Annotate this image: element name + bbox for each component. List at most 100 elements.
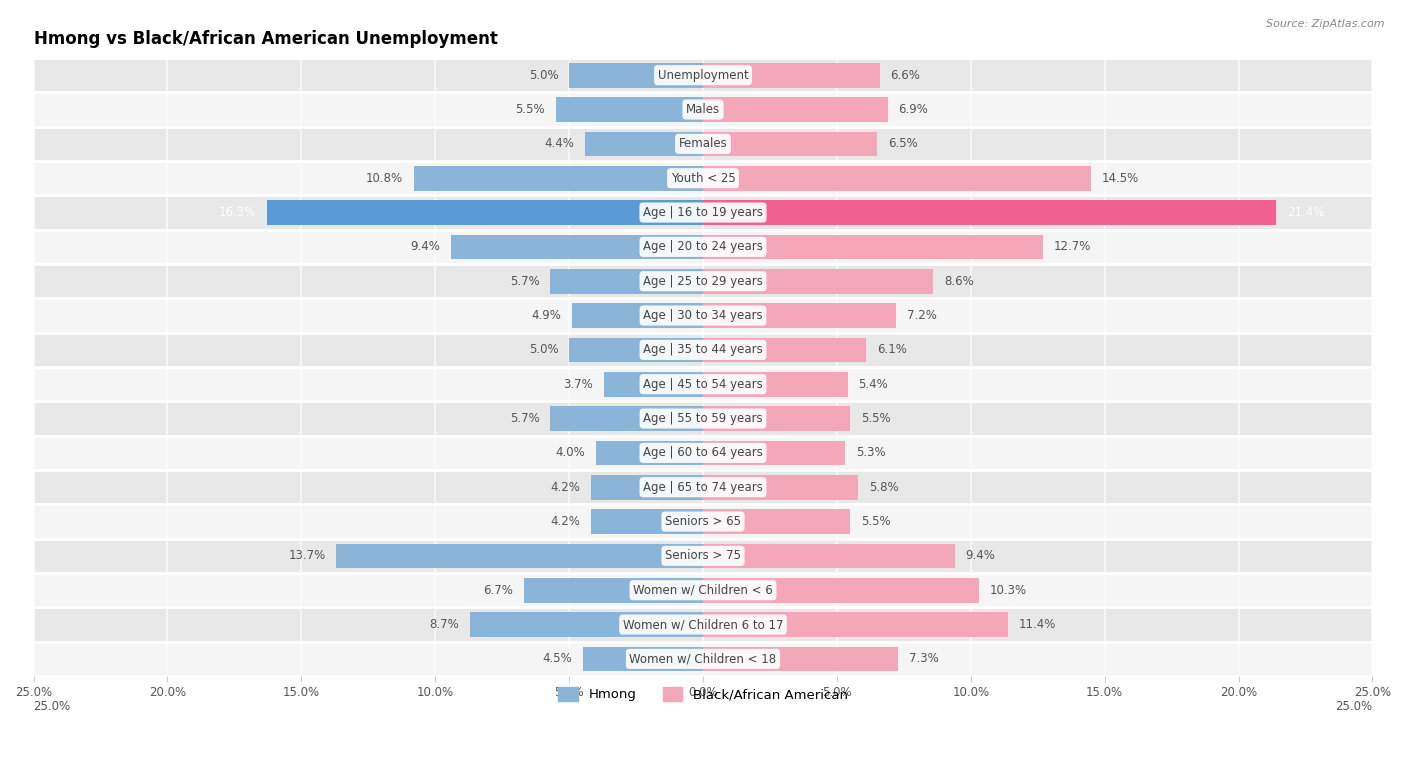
Bar [585, 132, 703, 156]
Text: 14.5%: 14.5% [1102, 172, 1139, 185]
Bar [703, 166, 1091, 191]
Bar [451, 235, 703, 259]
Bar [34, 367, 1372, 401]
Bar [34, 573, 1372, 607]
Bar [703, 612, 1008, 637]
Text: 9.4%: 9.4% [966, 550, 995, 562]
Text: 4.5%: 4.5% [543, 653, 572, 665]
Bar [470, 612, 703, 637]
Text: Age | 45 to 54 years: Age | 45 to 54 years [643, 378, 763, 391]
Text: Source: ZipAtlas.com: Source: ZipAtlas.com [1267, 19, 1385, 29]
Text: 25.0%: 25.0% [34, 700, 70, 713]
Bar [550, 407, 703, 431]
Bar [550, 269, 703, 294]
Text: 9.4%: 9.4% [411, 241, 440, 254]
Bar [34, 92, 1372, 126]
Text: 5.5%: 5.5% [860, 515, 890, 528]
Text: 8.7%: 8.7% [430, 618, 460, 631]
Bar [703, 132, 877, 156]
Bar [34, 470, 1372, 504]
Bar [703, 509, 851, 534]
Bar [703, 303, 896, 328]
Bar [703, 646, 898, 671]
Text: Women w/ Children < 6: Women w/ Children < 6 [633, 584, 773, 597]
Bar [703, 578, 979, 603]
Bar [34, 195, 1372, 229]
Text: Age | 35 to 44 years: Age | 35 to 44 years [643, 344, 763, 357]
Bar [34, 126, 1372, 161]
Bar [34, 401, 1372, 436]
Bar [34, 436, 1372, 470]
Bar [703, 269, 934, 294]
Text: 5.5%: 5.5% [860, 412, 890, 425]
Text: 16.3%: 16.3% [218, 206, 256, 219]
Bar [34, 607, 1372, 642]
Text: 13.7%: 13.7% [288, 550, 325, 562]
Text: 8.6%: 8.6% [943, 275, 974, 288]
Bar [34, 539, 1372, 573]
Text: Age | 20 to 24 years: Age | 20 to 24 years [643, 241, 763, 254]
Bar [34, 58, 1372, 92]
Bar [703, 544, 955, 569]
Text: Age | 65 to 74 years: Age | 65 to 74 years [643, 481, 763, 494]
Bar [703, 235, 1043, 259]
Bar [703, 200, 1277, 225]
Bar [703, 338, 866, 363]
Text: Women w/ Children < 18: Women w/ Children < 18 [630, 653, 776, 665]
Bar [413, 166, 703, 191]
Bar [703, 475, 858, 500]
Text: 6.7%: 6.7% [484, 584, 513, 597]
Text: Age | 55 to 59 years: Age | 55 to 59 years [643, 412, 763, 425]
Bar [34, 229, 1372, 264]
Legend: Hmong, Black/African American: Hmong, Black/African American [553, 682, 853, 706]
Bar [605, 372, 703, 397]
Text: 6.6%: 6.6% [890, 69, 921, 82]
Text: 25.0%: 25.0% [1336, 700, 1372, 713]
Text: 5.4%: 5.4% [858, 378, 889, 391]
Bar [34, 333, 1372, 367]
Bar [34, 298, 1372, 333]
Text: 4.9%: 4.9% [531, 309, 561, 322]
Text: 4.4%: 4.4% [544, 137, 575, 151]
Text: Seniors > 75: Seniors > 75 [665, 550, 741, 562]
Text: 4.2%: 4.2% [550, 481, 579, 494]
Text: Seniors > 65: Seniors > 65 [665, 515, 741, 528]
Bar [523, 578, 703, 603]
Text: 5.3%: 5.3% [856, 447, 886, 459]
Bar [569, 338, 703, 363]
Text: 5.5%: 5.5% [516, 103, 546, 116]
Text: 10.8%: 10.8% [366, 172, 404, 185]
Text: Age | 16 to 19 years: Age | 16 to 19 years [643, 206, 763, 219]
Text: 10.3%: 10.3% [990, 584, 1026, 597]
Text: Unemployment: Unemployment [658, 69, 748, 82]
Bar [267, 200, 703, 225]
Text: 6.9%: 6.9% [898, 103, 928, 116]
Bar [591, 475, 703, 500]
Bar [34, 642, 1372, 676]
Bar [703, 63, 880, 88]
Bar [703, 372, 848, 397]
Bar [596, 441, 703, 466]
Bar [591, 509, 703, 534]
Text: 7.2%: 7.2% [907, 309, 936, 322]
Text: Age | 60 to 64 years: Age | 60 to 64 years [643, 447, 763, 459]
Bar [569, 63, 703, 88]
Text: 5.7%: 5.7% [510, 412, 540, 425]
Text: Age | 25 to 29 years: Age | 25 to 29 years [643, 275, 763, 288]
Bar [703, 407, 851, 431]
Bar [703, 97, 887, 122]
Bar [34, 161, 1372, 195]
Text: Women w/ Children 6 to 17: Women w/ Children 6 to 17 [623, 618, 783, 631]
Text: 12.7%: 12.7% [1053, 241, 1091, 254]
Text: 5.8%: 5.8% [869, 481, 898, 494]
Text: 21.4%: 21.4% [1286, 206, 1324, 219]
Text: 11.4%: 11.4% [1019, 618, 1056, 631]
Text: 5.0%: 5.0% [529, 344, 558, 357]
Bar [703, 441, 845, 466]
Bar [572, 303, 703, 328]
Text: Age | 30 to 34 years: Age | 30 to 34 years [643, 309, 763, 322]
Text: 6.5%: 6.5% [887, 137, 918, 151]
Bar [34, 264, 1372, 298]
Text: 4.0%: 4.0% [555, 447, 585, 459]
Text: 5.0%: 5.0% [529, 69, 558, 82]
